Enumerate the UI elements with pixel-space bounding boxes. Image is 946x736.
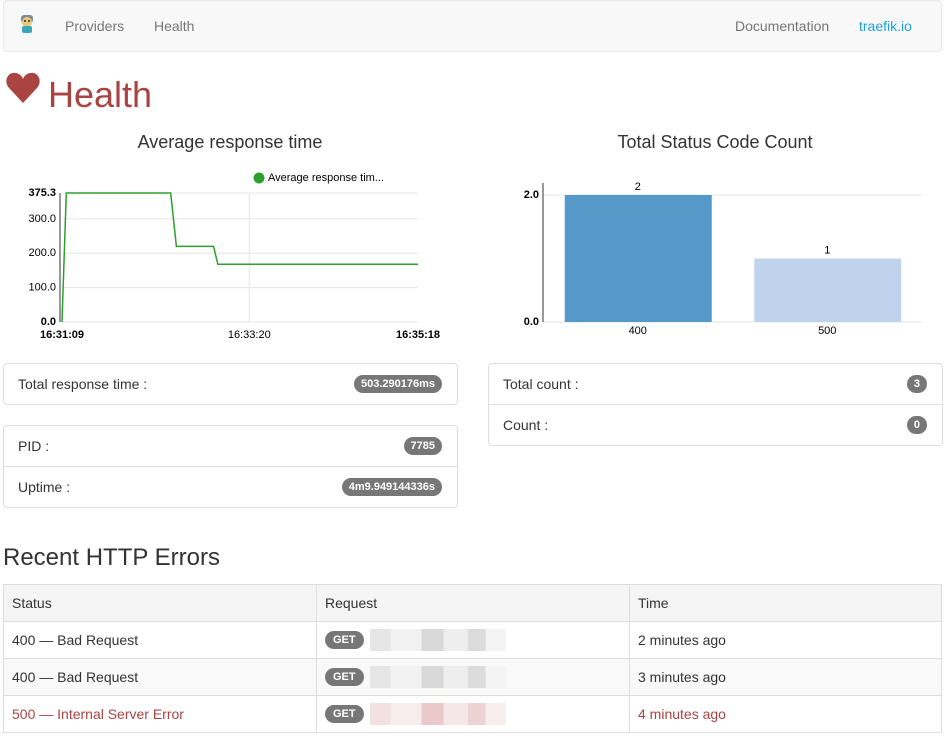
cell: GET [317,696,630,733]
cell: 400 — Bad Request [4,659,317,696]
panel-row: Uptime : 4m9.949144336s [4,466,457,507]
label: Count : [503,417,548,433]
method-badge: GET [325,631,364,649]
chart-title: Average response time [138,132,323,152]
errors-table: Status Request Time 400 — Bad Request GE… [3,584,942,733]
bar [754,259,901,323]
data-label: 1 [824,244,830,256]
x-tick-label: 16:35:18 [396,329,440,341]
x-tick-label: 16:31:09 [40,329,84,341]
error-row: 500 — Internal Server Error GET 4 minute… [4,696,942,733]
cell: 400 — Bad Request [4,622,317,659]
label: Uptime : [18,479,70,495]
section-title: Recent HTTP Errors [3,544,220,572]
panel-row: Count : 0 [489,404,942,445]
badge: 3 [907,375,927,393]
cell: 4 minutes ago [630,696,942,733]
panel-row: Total count : 3 [489,364,942,404]
data-label: 2 [635,181,641,193]
badge: 7785 [404,437,442,455]
label: Total response time : [18,376,147,392]
label: Total count : [503,376,579,392]
count-panel: Total count : 3 Count : 0 [488,363,943,446]
method-badge: GET [325,668,364,686]
error-row: 400 — Bad Request GET 2 minutes ago [4,622,942,659]
header-cell: Request [317,585,630,622]
y-tick-label: 300.0 [28,213,56,225]
line [62,193,418,322]
badge: 503.290176ms [354,375,442,393]
y-tick-label: 2.0 [524,189,539,201]
cell: 500 — Internal Server Error [4,696,317,733]
x-tick-label: 400 [629,325,647,337]
redacted [370,629,506,651]
chart-title: Total Status Code Count [617,132,812,152]
x-tick-label: 16:33:20 [228,329,271,341]
cell: 3 minutes ago [630,659,942,696]
header-cell: Status [4,585,317,622]
y-tick-label: 375.3 [28,187,56,199]
method-badge: GET [325,705,364,723]
x-tick-label: 500 [818,325,836,337]
y-tick-label: 200.0 [28,247,56,259]
redacted [370,666,506,688]
legend-label: Average response tim... [268,172,384,184]
cell: 2 minutes ago [630,622,942,659]
panel-row: Total response time : 503.290176ms [4,364,457,404]
legend-marker [254,173,265,184]
bar [565,195,712,322]
process-panel: PID : 7785 Uptime : 4m9.949144336s [3,425,458,508]
panel-row: PID : 7785 [4,426,457,466]
y-tick-label: 0.0 [41,316,56,328]
response-panel: Total response time : 503.290176ms [3,363,458,405]
cell: GET [317,659,630,696]
header-row: Status Request Time [4,585,942,622]
redacted [370,703,506,725]
cell: GET [317,622,630,659]
y-tick-label: 0.0 [524,316,539,328]
label: PID : [18,438,49,454]
header-cell: Time [630,585,942,622]
charts: Average response time Total Status Code … [0,0,946,350]
y-tick-label: 100.0 [28,282,56,294]
badge: 0 [907,416,927,434]
error-row: 400 — Bad Request GET 3 minutes ago [4,659,942,696]
badge: 4m9.949144336s [342,478,442,496]
